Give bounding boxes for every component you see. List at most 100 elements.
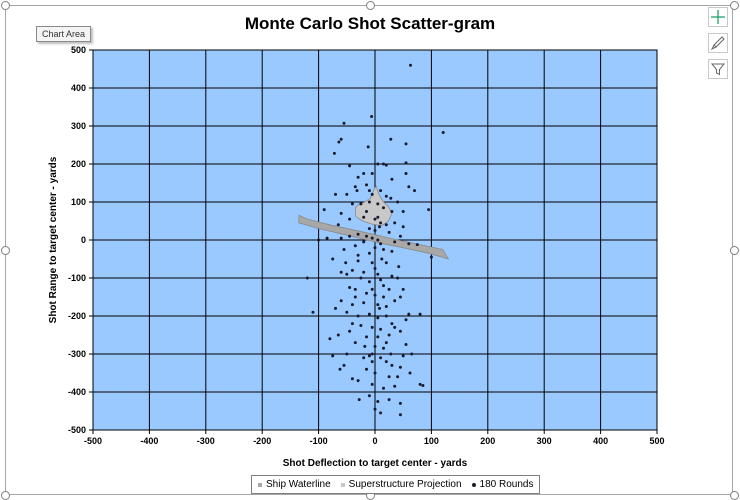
round-point bbox=[362, 172, 366, 175]
round-point bbox=[370, 352, 374, 356]
round-point bbox=[331, 257, 335, 261]
round-point bbox=[382, 206, 385, 210]
round-point bbox=[418, 382, 422, 386]
filter-icon bbox=[710, 63, 726, 76]
resize-handle-top-left[interactable] bbox=[1, 1, 10, 10]
legend-item-superstructure[interactable]: Superstructure Projection bbox=[340, 479, 462, 490]
round-point bbox=[410, 352, 414, 356]
round-point bbox=[350, 268, 354, 272]
legend-item-ship-waterline[interactable]: Ship Waterline bbox=[258, 479, 331, 490]
round-point bbox=[344, 261, 348, 265]
round-point bbox=[393, 221, 397, 225]
round-point bbox=[339, 137, 343, 141]
round-point bbox=[404, 172, 408, 175]
round-point bbox=[384, 223, 388, 227]
round-point bbox=[389, 352, 393, 356]
round-point bbox=[366, 145, 370, 149]
x-tick-label: 0 bbox=[372, 436, 377, 446]
x-tick-label: 200 bbox=[480, 436, 495, 446]
round-point bbox=[367, 312, 371, 316]
round-point bbox=[370, 192, 374, 196]
round-point bbox=[356, 259, 360, 263]
y-tick-label: -300 bbox=[68, 349, 86, 359]
round-point bbox=[339, 236, 343, 240]
resize-handle-top-right[interactable] bbox=[730, 1, 739, 10]
x-axis-label: Shot Deflection to target center - yards bbox=[283, 458, 468, 469]
round-point bbox=[393, 384, 397, 388]
y-tick-label: -400 bbox=[68, 387, 86, 397]
legend-marker-rounds bbox=[471, 482, 476, 487]
legend-marker-superstructure bbox=[340, 482, 345, 487]
round-point bbox=[342, 121, 346, 125]
resize-handle-right[interactable] bbox=[730, 246, 739, 255]
resize-handle-top[interactable] bbox=[366, 1, 375, 10]
round-point bbox=[367, 200, 371, 204]
round-point bbox=[350, 202, 354, 206]
round-point bbox=[337, 140, 341, 144]
round-point bbox=[401, 225, 405, 229]
round-point bbox=[356, 253, 360, 257]
round-point bbox=[336, 333, 340, 337]
round-point bbox=[382, 386, 385, 390]
round-point bbox=[353, 341, 357, 345]
resize-handle-left[interactable] bbox=[1, 246, 10, 255]
round-point bbox=[348, 234, 352, 238]
round-point bbox=[379, 242, 383, 246]
round-point bbox=[345, 352, 349, 356]
round-point bbox=[311, 310, 315, 314]
round-point bbox=[322, 208, 326, 212]
round-point bbox=[384, 194, 388, 198]
round-point bbox=[376, 162, 380, 166]
chart-filters-button[interactable] bbox=[708, 59, 728, 79]
round-point bbox=[336, 223, 340, 227]
round-point bbox=[393, 240, 397, 244]
x-tick-label: -100 bbox=[310, 436, 328, 446]
round-point bbox=[398, 329, 402, 333]
round-point bbox=[378, 225, 381, 229]
round-point bbox=[384, 341, 388, 345]
round-point bbox=[362, 270, 366, 274]
round-point bbox=[393, 299, 397, 303]
round-point bbox=[382, 284, 385, 288]
x-tick-label: -400 bbox=[140, 436, 158, 446]
round-point bbox=[404, 142, 408, 146]
round-point bbox=[357, 398, 361, 402]
chart-title[interactable]: Monte Carlo Shot Scatter-gram bbox=[244, 14, 496, 33]
round-point bbox=[334, 306, 337, 310]
round-point bbox=[387, 375, 391, 379]
legend-label-ship-waterline: Ship Waterline bbox=[266, 479, 331, 490]
round-point bbox=[370, 261, 374, 265]
round-point bbox=[373, 217, 377, 221]
x-tick-label: -200 bbox=[253, 436, 271, 446]
round-point bbox=[407, 185, 411, 189]
round-point bbox=[345, 272, 349, 276]
chart-elements-button[interactable] bbox=[708, 7, 728, 27]
round-point bbox=[393, 325, 397, 329]
round-point bbox=[339, 270, 343, 274]
round-point bbox=[342, 363, 346, 367]
round-point bbox=[365, 291, 368, 295]
round-point bbox=[397, 265, 401, 269]
round-point bbox=[339, 299, 343, 303]
round-point bbox=[404, 343, 408, 346]
y-tick-label: 0 bbox=[81, 235, 86, 245]
legend[interactable]: Ship Waterline Superstructure Projection… bbox=[251, 475, 541, 494]
y-axis-label: Shot Range to target center - yards bbox=[48, 156, 59, 323]
round-point bbox=[384, 360, 388, 364]
y-tick-label: 100 bbox=[71, 197, 86, 207]
round-point bbox=[332, 151, 336, 155]
round-point bbox=[390, 322, 394, 326]
legend-item-rounds[interactable]: 180 Rounds bbox=[471, 479, 534, 490]
round-point bbox=[376, 238, 380, 242]
chart-styles-button[interactable] bbox=[708, 33, 728, 53]
x-tick-label: 500 bbox=[649, 436, 664, 446]
round-point bbox=[398, 295, 402, 299]
legend-label-rounds: 180 Rounds bbox=[479, 479, 534, 490]
y-tick-label: 300 bbox=[71, 121, 86, 131]
round-point bbox=[376, 272, 380, 276]
y-tick-label: 200 bbox=[71, 159, 86, 169]
round-point bbox=[359, 276, 363, 280]
round-point bbox=[350, 303, 354, 307]
round-point bbox=[370, 287, 374, 291]
